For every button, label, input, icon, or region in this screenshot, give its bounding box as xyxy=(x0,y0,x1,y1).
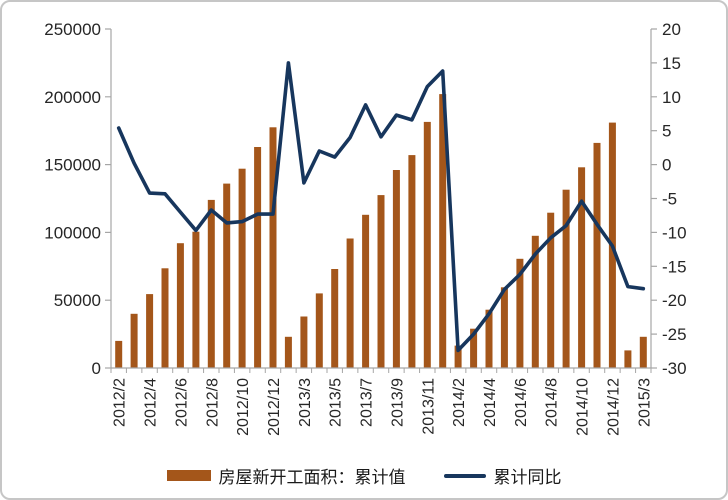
right-axis-tick-label: -30 xyxy=(662,359,687,378)
bar xyxy=(300,316,308,368)
line-series-label: 累计同比 xyxy=(493,468,562,487)
x-axis-label: 2015/3 xyxy=(636,378,653,427)
bar xyxy=(531,235,539,368)
bar xyxy=(392,170,400,368)
bar xyxy=(423,121,431,369)
bar xyxy=(192,231,200,368)
left-axis-tick-label: 0 xyxy=(92,359,101,378)
bar xyxy=(547,212,555,368)
x-axis-label: 2014/6 xyxy=(513,378,530,427)
bar-series-label: 房屋新开工面积：累计值 xyxy=(218,468,406,487)
x-axis-label: 2012/4 xyxy=(143,378,160,427)
right-axis-tick-label: 20 xyxy=(662,20,681,39)
bar xyxy=(362,214,370,368)
x-axis-label: 2013/7 xyxy=(359,378,376,427)
bar xyxy=(284,336,292,368)
x-axis-label: 2012/6 xyxy=(173,378,190,427)
bar xyxy=(146,294,154,368)
bar xyxy=(454,345,462,368)
bar xyxy=(562,189,570,368)
left-axis-tick-label: 200000 xyxy=(44,88,101,107)
bar-series-swatch xyxy=(166,470,211,481)
right-axis-tick-label: -5 xyxy=(662,190,677,209)
left-axis-tick-label: 250000 xyxy=(44,20,101,39)
x-axis-label: 2014/8 xyxy=(544,378,561,427)
bar xyxy=(176,243,184,368)
legend-item-bars: 房屋新开工面积：累计值 xyxy=(166,463,406,488)
right-axis-tick-label: 5 xyxy=(662,122,671,141)
x-axis-label: 2014/4 xyxy=(482,378,499,427)
bar xyxy=(470,328,478,368)
trend-line xyxy=(116,61,646,353)
bar xyxy=(408,155,416,368)
right-axis-tick-label: 15 xyxy=(662,54,681,73)
x-axis-label: 2014/10 xyxy=(575,378,592,436)
bar xyxy=(485,309,493,368)
bar xyxy=(516,258,524,368)
bar xyxy=(578,167,586,368)
bar xyxy=(500,287,508,368)
bar xyxy=(593,142,601,368)
bar xyxy=(161,268,169,368)
line-series-swatch xyxy=(443,473,486,478)
bar xyxy=(207,199,215,368)
bar xyxy=(624,350,632,368)
bar xyxy=(331,269,339,368)
x-axis-label: 2012/2 xyxy=(112,378,129,427)
chart-legend: 房屋新开工面积：累计值 累计同比 xyxy=(2,463,726,488)
bar xyxy=(346,238,354,368)
right-axis-tick-label: -10 xyxy=(662,223,687,242)
right-axis-tick-label: -20 xyxy=(662,291,687,310)
left-axis-tick-label: 100000 xyxy=(44,223,101,242)
right-axis-tick-label: 0 xyxy=(662,156,671,175)
left-axis-tick-label: 150000 xyxy=(44,156,101,175)
x-axis-label: 2014/2 xyxy=(451,378,468,427)
bar xyxy=(639,336,647,368)
x-axis-label: 2013/3 xyxy=(297,378,314,427)
x-axis-label: 2013/9 xyxy=(389,378,406,427)
right-axis-tick-label: -15 xyxy=(662,257,687,276)
x-axis-label: 2012/8 xyxy=(204,378,221,427)
bar xyxy=(115,340,123,368)
right-axis-tick-label: -25 xyxy=(662,325,687,344)
right-axis-tick-label: 10 xyxy=(662,88,681,107)
x-axis-label: 2012/10 xyxy=(235,378,252,436)
bar xyxy=(130,313,138,368)
bar xyxy=(315,293,323,368)
bar xyxy=(377,195,385,368)
x-axis-label: 2014/12 xyxy=(605,378,622,436)
bar xyxy=(238,168,246,368)
bar xyxy=(223,183,231,368)
x-axis-label: 2013/5 xyxy=(328,378,345,427)
bar xyxy=(254,147,262,368)
legend-item-line: 累计同比 xyxy=(443,463,562,488)
x-axis-label: 2012/12 xyxy=(266,378,283,436)
left-axis-tick-label: 50000 xyxy=(54,291,101,310)
bar xyxy=(439,94,447,368)
bar xyxy=(269,127,277,368)
x-axis-label: 2013/11 xyxy=(420,378,437,435)
